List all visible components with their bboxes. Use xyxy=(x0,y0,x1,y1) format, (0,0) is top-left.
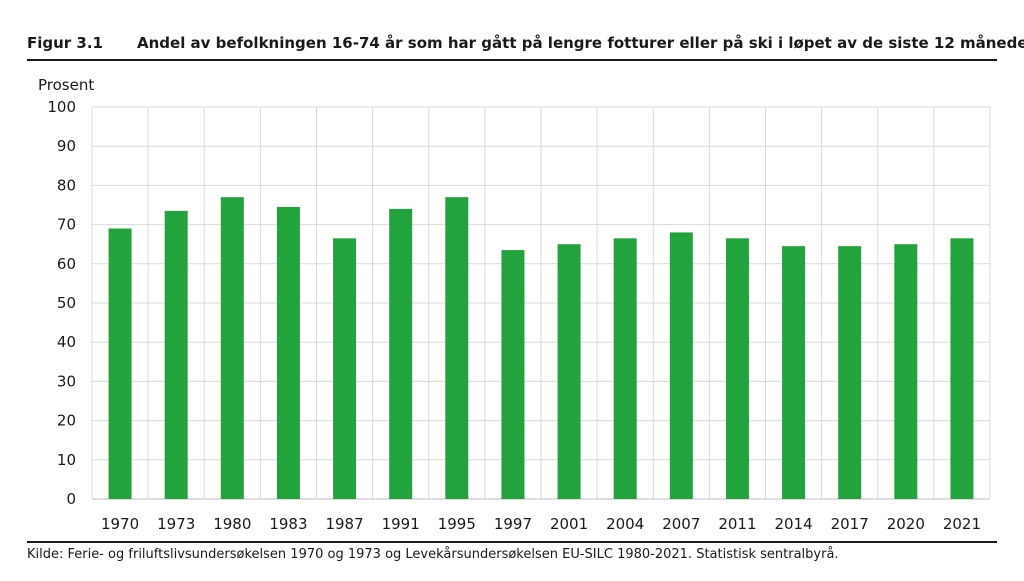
grid-lines xyxy=(91,106,991,500)
bar-2001 xyxy=(557,244,581,499)
x-tick-label-1995: 1995 xyxy=(438,515,476,533)
bar-1970 xyxy=(108,228,132,499)
y-tick-label: 0 xyxy=(66,490,76,508)
y-axis-label: Prosent xyxy=(38,76,94,94)
y-tick-label: 90 xyxy=(57,137,76,155)
x-tick-label-1997: 1997 xyxy=(494,515,532,533)
y-tick-labels: 0 10 20 30 40 50 60 70 80 90 100 xyxy=(47,98,76,508)
x-tick-label-2011: 2011 xyxy=(718,515,756,533)
y-tick-label: 30 xyxy=(57,372,76,390)
bar-2004 xyxy=(613,238,637,499)
bar-2017 xyxy=(838,246,862,499)
y-tick-label: 60 xyxy=(57,255,76,273)
bar-2021 xyxy=(950,238,974,499)
bar-1983 xyxy=(276,206,300,499)
x-tick-label-2021: 2021 xyxy=(943,515,981,533)
bar-2007 xyxy=(669,232,693,499)
x-tick-label-2017: 2017 xyxy=(831,515,869,533)
bar-1995 xyxy=(445,197,469,499)
bar-1991 xyxy=(389,208,413,500)
top-rule xyxy=(27,59,997,61)
source-note: Kilde: Ferie- og friluftslivsundersøkels… xyxy=(27,547,839,562)
bar-1973 xyxy=(164,210,188,499)
y-tick-label: 50 xyxy=(57,294,76,312)
x-tick-labels: 1970 1973 1980 1983 1987 1991 1995 1997 2001 2004… xyxy=(101,515,981,533)
y-tick-label: 100 xyxy=(47,98,76,116)
bar-1987 xyxy=(333,238,357,499)
x-tick-label-1991: 1991 xyxy=(382,515,420,533)
y-tick-label: 20 xyxy=(57,412,76,430)
x-tick-label-2001: 2001 xyxy=(550,515,588,533)
x-tick-label-2014: 2014 xyxy=(774,515,812,533)
x-tick-label-1983: 1983 xyxy=(269,515,307,533)
bottom-rule xyxy=(27,541,997,543)
x-tick-label-1973: 1973 xyxy=(157,515,195,533)
figure-header: Figur 3.1 Andel av befolkningen 16-74 år… xyxy=(27,34,1024,58)
bar-2011 xyxy=(725,238,749,499)
bar-1980 xyxy=(220,197,244,499)
y-tick-label: 80 xyxy=(57,176,76,194)
figure-label: Figur 3.1 xyxy=(27,34,103,52)
y-tick-label: 10 xyxy=(57,451,76,469)
x-tick-label-1970: 1970 xyxy=(101,515,139,533)
x-tick-label-2004: 2004 xyxy=(606,515,644,533)
bar-2014 xyxy=(782,246,806,499)
bar-2020 xyxy=(894,244,918,499)
x-tick-label-2007: 2007 xyxy=(662,515,700,533)
x-tick-label-1987: 1987 xyxy=(325,515,363,533)
x-tick-label-1980: 1980 xyxy=(213,515,251,533)
bars xyxy=(108,197,974,500)
figure-title: Andel av befolkningen 16-74 år som har g… xyxy=(137,34,1024,52)
bar-1997 xyxy=(501,250,525,499)
x-tick-label-2020: 2020 xyxy=(887,515,925,533)
y-tick-label: 40 xyxy=(57,333,76,351)
y-tick-label: 70 xyxy=(57,216,76,234)
